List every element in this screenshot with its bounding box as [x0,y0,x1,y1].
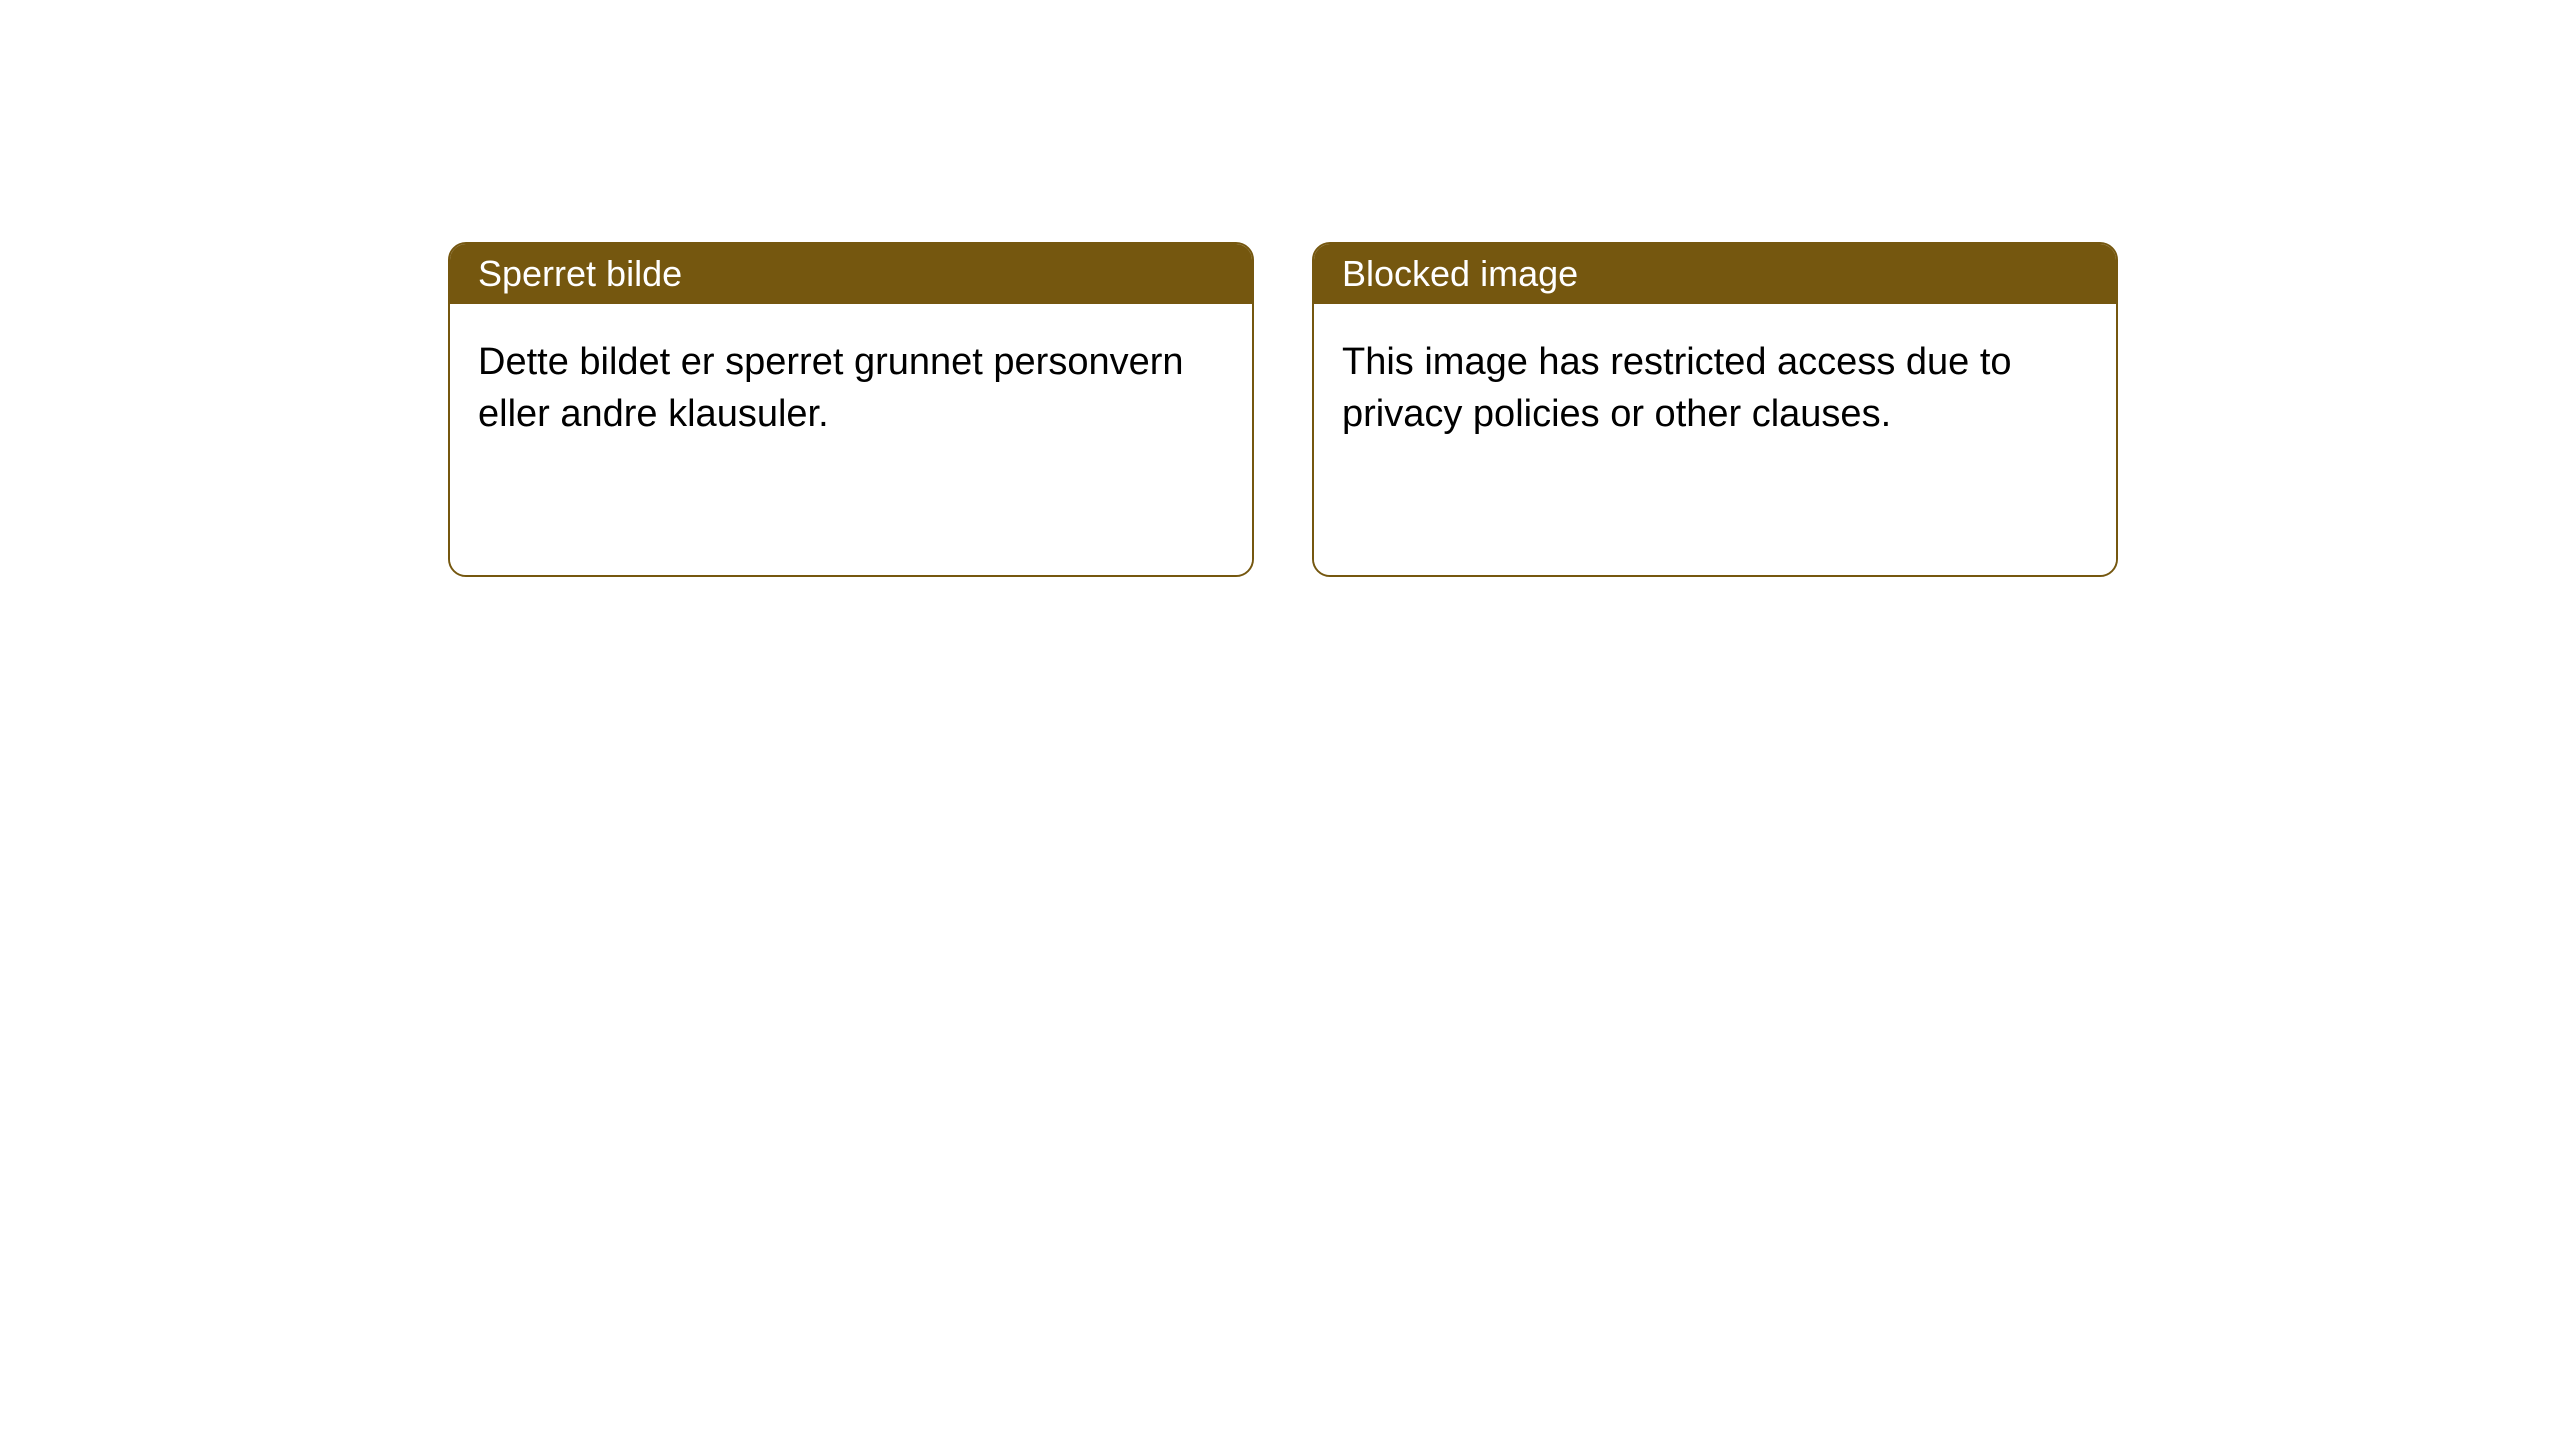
blocked-image-card-norwegian: Sperret bilde Dette bildet er sperret gr… [448,242,1254,577]
card-header-norwegian: Sperret bilde [450,244,1252,304]
card-body-text-norwegian: Dette bildet er sperret grunnet personve… [478,336,1224,440]
card-title-english: Blocked image [1342,253,1578,295]
card-title-norwegian: Sperret bilde [478,253,682,295]
blocked-image-card-english: Blocked image This image has restricted … [1312,242,2118,577]
blocked-image-cards-container: Sperret bilde Dette bildet er sperret gr… [448,242,2118,577]
card-body-english: This image has restricted access due to … [1314,304,2116,575]
card-body-text-english: This image has restricted access due to … [1342,336,2088,440]
card-header-english: Blocked image [1314,244,2116,304]
card-body-norwegian: Dette bildet er sperret grunnet personve… [450,304,1252,575]
